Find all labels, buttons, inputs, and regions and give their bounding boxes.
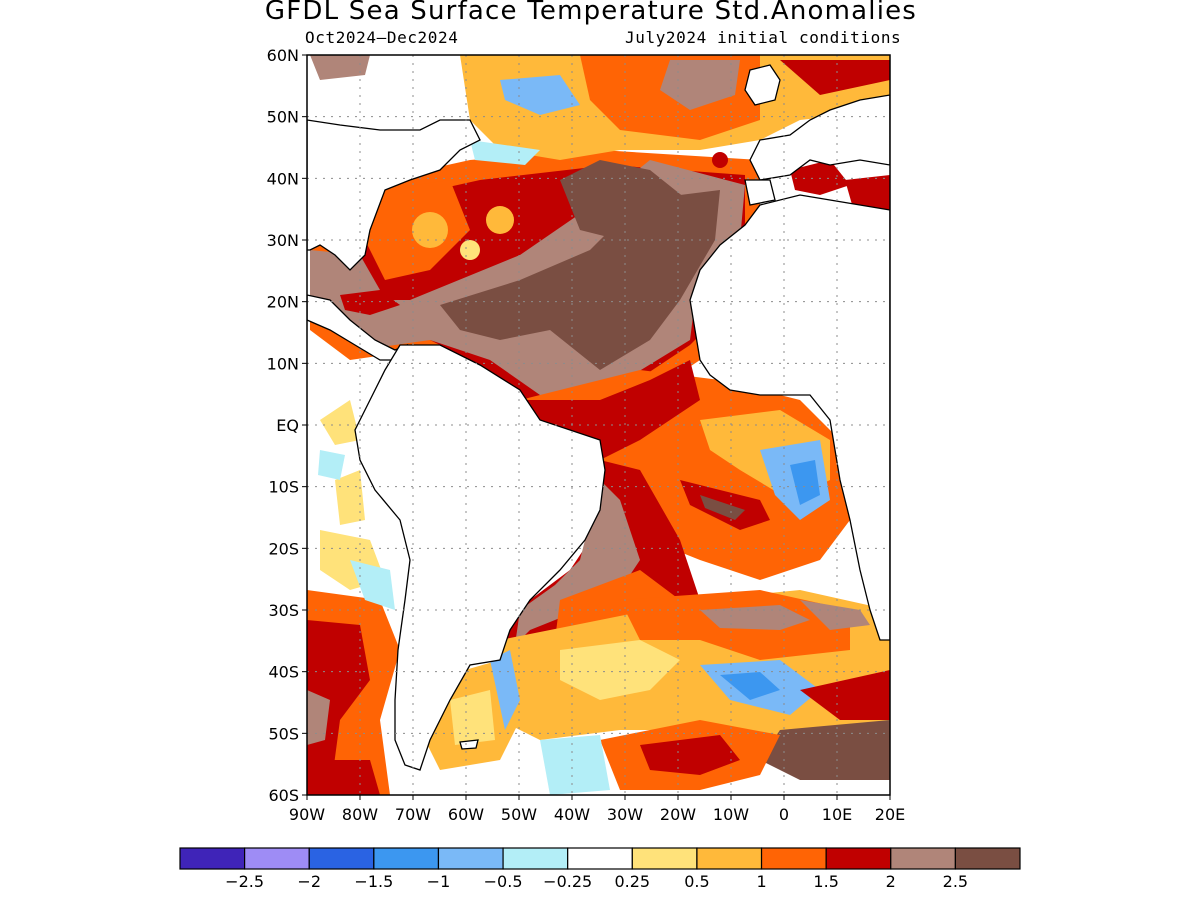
colorbar-swatch bbox=[631, 847, 698, 870]
north-america bbox=[307, 119, 481, 271]
british-isles bbox=[744, 64, 781, 106]
colorbar-label: −2.5 bbox=[225, 872, 264, 891]
europe bbox=[749, 94, 890, 181]
lat-tick-label: 40N bbox=[267, 169, 299, 188]
colorbar-swatch bbox=[567, 847, 633, 870]
lat-tick-label: 60N bbox=[267, 46, 299, 65]
lon-tick-label: 30W bbox=[607, 805, 643, 824]
lon-tick-label: 10E bbox=[822, 805, 852, 824]
land bbox=[307, 64, 890, 771]
colorbar-swatch bbox=[954, 847, 1021, 870]
colorbar-label: 0.25 bbox=[614, 872, 650, 891]
colorbar-label: 1 bbox=[756, 872, 766, 891]
colorbar-label: −1.5 bbox=[354, 872, 393, 891]
colorbar-label: −0.5 bbox=[484, 872, 523, 891]
lon-tick-label: 70W bbox=[395, 805, 431, 824]
colorbar-label: 2.5 bbox=[943, 872, 968, 891]
lat-tick-label: 50S bbox=[268, 724, 299, 743]
lon-tick-label: 60W bbox=[448, 805, 484, 824]
lat-tick-label: 10S bbox=[268, 478, 299, 497]
map-title: GFDL Sea Surface Temperature Std.Anomali… bbox=[264, 0, 918, 26]
lat-tick-label: 50N bbox=[267, 108, 299, 127]
axis-ticks: 60N 50N 40N 30N 20N 10N EQ 10S 20S 30S 40S 50S 60S90… bbox=[267, 46, 906, 824]
gridlines bbox=[307, 55, 890, 795]
colorbar-label: 1.5 bbox=[813, 872, 838, 891]
colorbar-swatch bbox=[308, 847, 375, 870]
colorbar-swatch bbox=[179, 847, 246, 870]
colorbar-swatch bbox=[760, 847, 827, 870]
lat-tick-label: 20N bbox=[267, 293, 299, 312]
colorbar-label: −0.25 bbox=[543, 872, 592, 891]
lat-tick-label: 40S bbox=[268, 663, 299, 682]
colorbar-label: 2 bbox=[886, 872, 896, 891]
lat-tick-label: 30N bbox=[267, 231, 299, 250]
colorbar-swatch bbox=[825, 847, 892, 870]
lon-tick-label: 20E bbox=[875, 805, 905, 824]
colorbar-swatch bbox=[502, 847, 569, 870]
colorbar-swatch bbox=[373, 847, 440, 870]
africa bbox=[689, 194, 890, 641]
initial-conditions: July2024 initial conditions bbox=[625, 28, 902, 47]
colorbar-swatch bbox=[890, 847, 956, 870]
lon-tick-label: 10W bbox=[713, 805, 749, 824]
lon-tick-label: 40W bbox=[554, 805, 590, 824]
lon-tick-label: 20W bbox=[660, 805, 696, 824]
lat-tick-label: 60S bbox=[268, 786, 299, 805]
colorbar-swatch bbox=[696, 847, 763, 870]
anomaly-field bbox=[307, 55, 890, 795]
forecast-period: Oct2024–Dec2024 bbox=[305, 28, 459, 47]
colorbar-swatch bbox=[437, 847, 504, 870]
lon-tick-label: 0 bbox=[779, 805, 789, 824]
lat-tick-label: 30S bbox=[268, 601, 299, 620]
lon-tick-label: 50W bbox=[501, 805, 537, 824]
south-america bbox=[354, 344, 606, 771]
colorbar-label: −2 bbox=[297, 872, 321, 891]
lat-tick-label: EQ bbox=[276, 416, 299, 435]
lon-tick-label: 80W bbox=[342, 805, 378, 824]
lon-tick-label: 90W bbox=[289, 805, 325, 824]
lat-tick-label: 20S bbox=[268, 539, 299, 558]
colorbar-swatch bbox=[244, 847, 310, 870]
colorbar-label: −1 bbox=[427, 872, 451, 891]
colorbar-label: 0.5 bbox=[684, 872, 709, 891]
lat-tick-label: 10N bbox=[267, 354, 299, 373]
colorbar: −2.5 −2 −1.5 −1 −0.5 −0.25 0.25 0.5 1 1.5 2 2.5 bbox=[179, 847, 1021, 891]
